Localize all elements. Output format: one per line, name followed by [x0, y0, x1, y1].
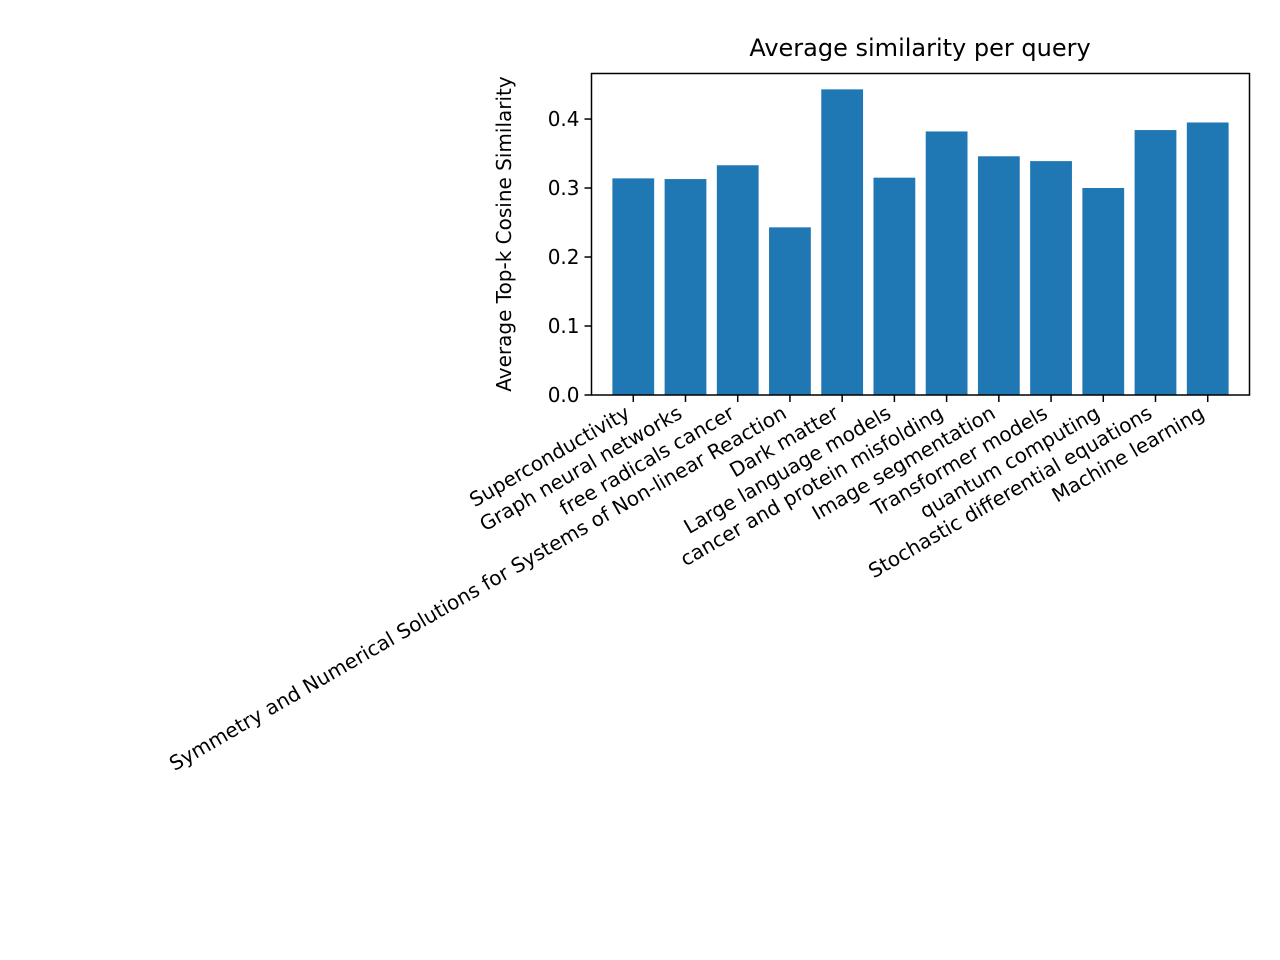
- bar-series: [612, 89, 1229, 396]
- y-tick-label: 0.2: [548, 245, 580, 269]
- bar: [873, 177, 916, 395]
- plot-frame: [590, 72, 1251, 396]
- bar: [769, 227, 811, 395]
- y-axis-label: Average Top-k Cosine Similarity: [492, 76, 516, 392]
- bar: [1134, 130, 1177, 395]
- bar: [716, 165, 759, 395]
- y-tick-label: 0.1: [548, 314, 580, 338]
- bar: [977, 156, 1020, 395]
- bar: [1030, 161, 1072, 395]
- x-tick-label: Symmetry and Numerical Solutions for Sys…: [165, 401, 790, 776]
- chart-title: Average similarity per query: [749, 34, 1090, 62]
- y-axis-ticks: 0.0 0.1 0.2 0.3 0.4: [548, 107, 592, 407]
- bar: [664, 179, 707, 395]
- y-tick-label: 0.3: [548, 176, 580, 200]
- bar: [612, 178, 655, 395]
- y-tick-label: 0.4: [548, 107, 580, 131]
- bar: [821, 89, 864, 395]
- bar: [1082, 188, 1125, 395]
- bar: [925, 131, 968, 395]
- y-tick-label: 0.0: [548, 383, 580, 407]
- bar: [1186, 122, 1229, 396]
